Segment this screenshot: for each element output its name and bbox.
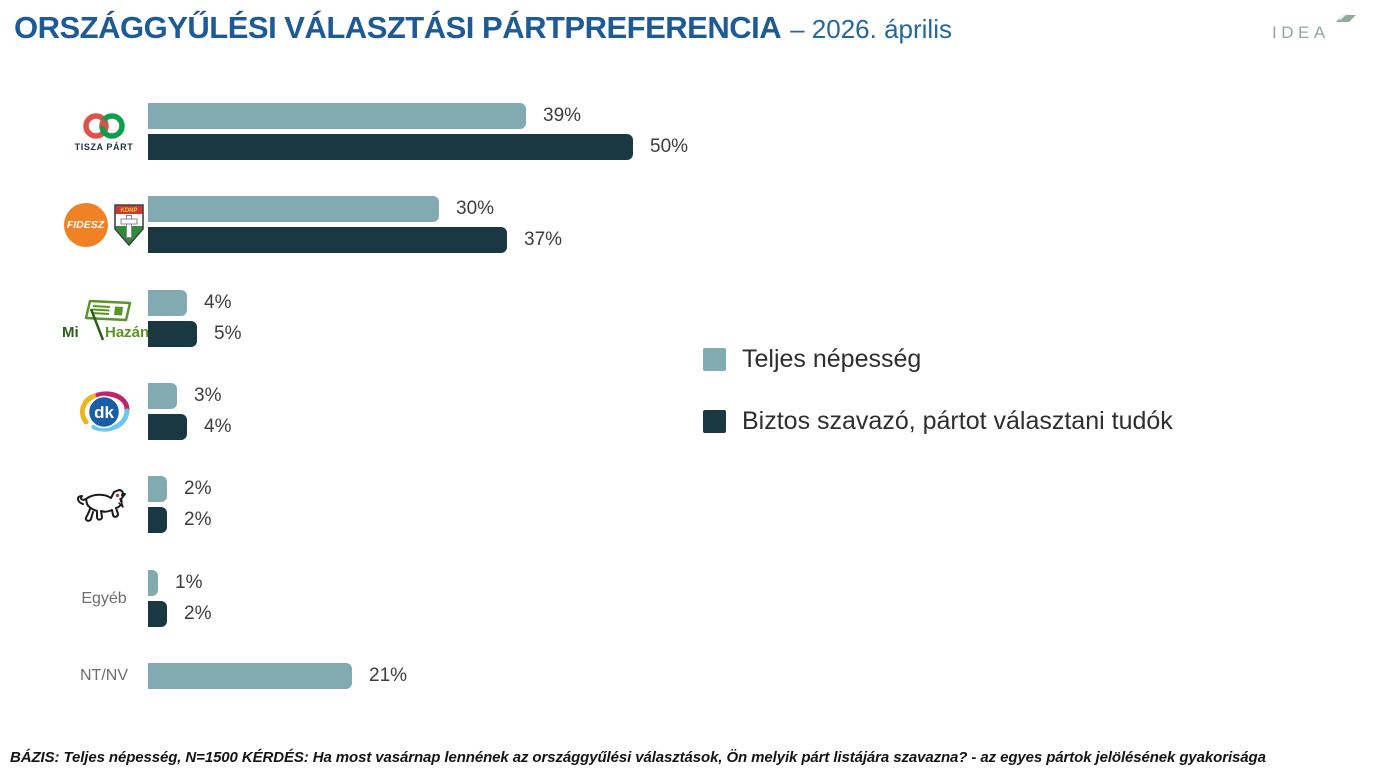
category-label-egyeb: Egyéb [81, 589, 127, 607]
idea-logo: IDEA [1270, 10, 1360, 51]
svg-text:Hazánk: Hazánk [105, 324, 148, 341]
tisza-logo: TISZA PÁRT [72, 111, 136, 152]
dk-logo: dk [80, 391, 130, 431]
legend-label-total: Teljes népesség [742, 345, 922, 373]
svg-text:Mi: Mi [62, 324, 79, 341]
value-label-mkkp-certain: 2% [184, 509, 212, 530]
dk-label-cell: dk [60, 389, 148, 435]
value-label-fidesz-certain: 37% [524, 229, 563, 250]
mihazank-label-cell: Mi Hazánk [60, 297, 148, 341]
value-label-egyeb-total: 1% [175, 572, 203, 593]
bar-mkkp-total [148, 476, 167, 502]
party-row-mihazank: Mi Hazánk 4% 5% [60, 290, 241, 347]
value-label-egyeb-certain: 2% [184, 603, 212, 624]
value-label-dk-certain: 4% [204, 416, 232, 437]
party-row-ntnv: NT/NV 21% [60, 663, 407, 689]
legend-label-certain: Biztos szavazó, pártot választani tudók [742, 407, 1173, 435]
legend-item-certain: Biztos szavazó, pártot választani tudók [703, 407, 1173, 436]
value-label-tisza-certain: 50% [650, 136, 689, 157]
fidesz-logo: FIDESZ [63, 202, 108, 247]
legend-swatch-certain [703, 410, 726, 433]
value-label-dk-total: 3% [194, 385, 222, 406]
tisza-infinity-icon [83, 113, 125, 139]
bar-mihazank-total [148, 290, 187, 316]
value-label-ntnv-total: 21% [369, 665, 408, 686]
mi-hazank-logo: Mi Hazánk [62, 299, 148, 341]
idea-logo-mark [1336, 15, 1356, 22]
mkkp-dog-logo [77, 488, 126, 522]
party-row-tisza: TISZA PÁRT 39% 50% [60, 103, 688, 160]
bar-mihazank-certain [148, 321, 197, 347]
page-header: ORSZÁGGYŰLÉSI VÁLASZTÁSI PÁRTPREFERENCIA… [14, 10, 952, 46]
tisza-label-cell: TISZA PÁRT [60, 111, 148, 152]
fidesz-label-cell: FIDESZ KDNP [60, 202, 148, 247]
party-row-dk: dk 3% 4% [60, 383, 231, 440]
egyeb-label-cell: Egyéb [60, 590, 148, 608]
page-subtitle: – 2026. április [790, 14, 952, 44]
value-label-fidesz-total: 30% [456, 198, 495, 219]
legend-item-total: Teljes népesség [703, 345, 1173, 374]
bar-fidesz-total [148, 196, 439, 222]
svg-text:dk: dk [94, 403, 114, 422]
bar-dk-certain [148, 414, 187, 440]
bar-fidesz-certain [148, 227, 507, 253]
bar-dk-total [148, 383, 177, 409]
tisza-logo-text: TISZA PÁRT [74, 142, 134, 152]
footnote: BÁZIS: Teljes népesség, N=1500 KÉRDÉS: H… [10, 749, 1266, 766]
chart-legend: Teljes népesség Biztos szavazó, pártot v… [703, 345, 1173, 469]
svg-text:KDNP: KDNP [120, 208, 137, 214]
kdnp-logo: KDNP [113, 203, 144, 246]
value-label-mihazank-certain: 5% [214, 323, 242, 344]
ntnv-label-cell: NT/NV [60, 667, 148, 685]
party-row-mkkp: 2% 2% [60, 476, 211, 533]
party-row-fidesz: FIDESZ KDNP 30% 37% [60, 196, 562, 253]
party-row-egyeb: Egyéb 1% 2% [60, 570, 211, 627]
page-title: ORSZÁGGYŰLÉSI VÁLASZTÁSI PÁRTPREFERENCIA [14, 10, 782, 45]
value-label-mihazank-total: 4% [204, 292, 232, 313]
idea-logo-text: IDEA [1272, 23, 1330, 42]
fidesz-kdnp-logos: FIDESZ KDNP [63, 202, 145, 247]
value-label-tisza-total: 39% [543, 105, 582, 126]
bar-ntnv-total [148, 663, 352, 689]
legend-swatch-total [703, 348, 726, 371]
mkkp-label-cell [60, 481, 148, 529]
bar-egyeb-total [148, 570, 158, 596]
bar-tisza-total [148, 103, 526, 129]
category-label-ntnv: NT/NV [80, 667, 128, 684]
bar-tisza-certain [148, 134, 633, 160]
value-label-mkkp-total: 2% [184, 478, 212, 499]
bar-mkkp-certain [148, 507, 167, 533]
bar-egyeb-certain [148, 601, 167, 627]
